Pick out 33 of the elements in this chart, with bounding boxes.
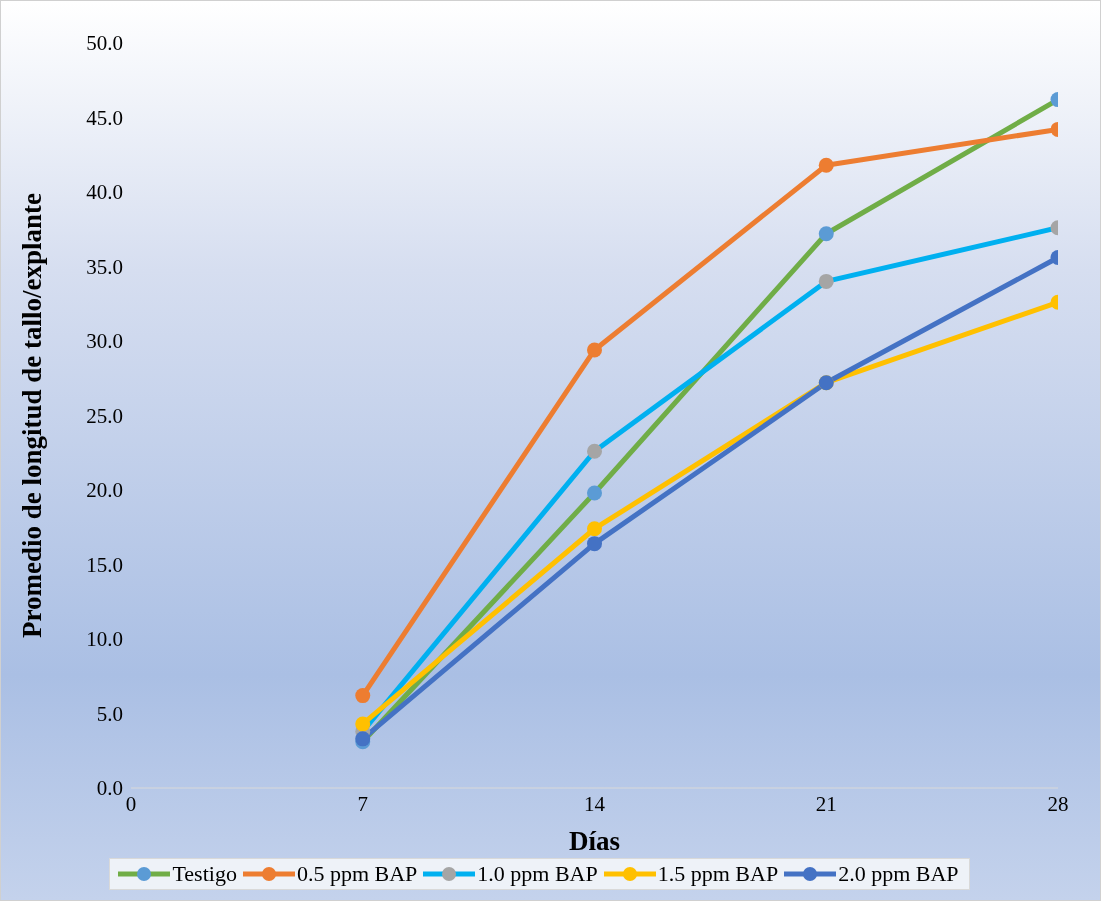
y-tick-label: 10.0: [86, 627, 123, 652]
x-tick-label: 28: [1047, 791, 1069, 816]
y-tick-label: 40.0: [86, 180, 123, 205]
point: [587, 521, 602, 537]
legend-label: Testigo: [172, 861, 237, 887]
legend-label: 1.0 ppm BAP: [477, 861, 598, 887]
point: [818, 226, 834, 242]
x-tick-label: 7: [357, 791, 368, 816]
x-tick-label: 0: [125, 791, 137, 816]
y-tick-label: 15.0: [86, 552, 123, 577]
y-axis-title: Promedio de longitud de tallo/explante: [16, 192, 47, 639]
point: [587, 536, 602, 552]
y-tick-label: 5.0: [96, 701, 123, 726]
point: [587, 443, 602, 459]
x-tick-label: 21: [815, 791, 837, 816]
point: [818, 273, 834, 289]
point: [355, 716, 371, 732]
x-tick-label: 14: [584, 791, 606, 816]
legend-label: 1.5 ppm BAP: [657, 861, 779, 887]
point: [587, 485, 602, 501]
y-tick-label: 20.0: [86, 478, 123, 503]
y-tick-label: 25.0: [86, 403, 123, 428]
x-axis-title: Días: [568, 826, 621, 856]
point: [818, 157, 834, 173]
y-tick-label: 0.0: [96, 776, 123, 801]
point: [587, 342, 602, 358]
y-tick-label: 50.0: [86, 31, 123, 56]
y-tick-label: 45.0: [86, 105, 123, 130]
y-tick-label: 35.0: [86, 254, 123, 279]
legend-label: 0.5 ppm BAP: [296, 861, 418, 887]
legend-label: 2.0 ppm BAP: [838, 861, 959, 887]
point: [355, 688, 371, 704]
y-tick-label: 30.0: [86, 329, 123, 354]
